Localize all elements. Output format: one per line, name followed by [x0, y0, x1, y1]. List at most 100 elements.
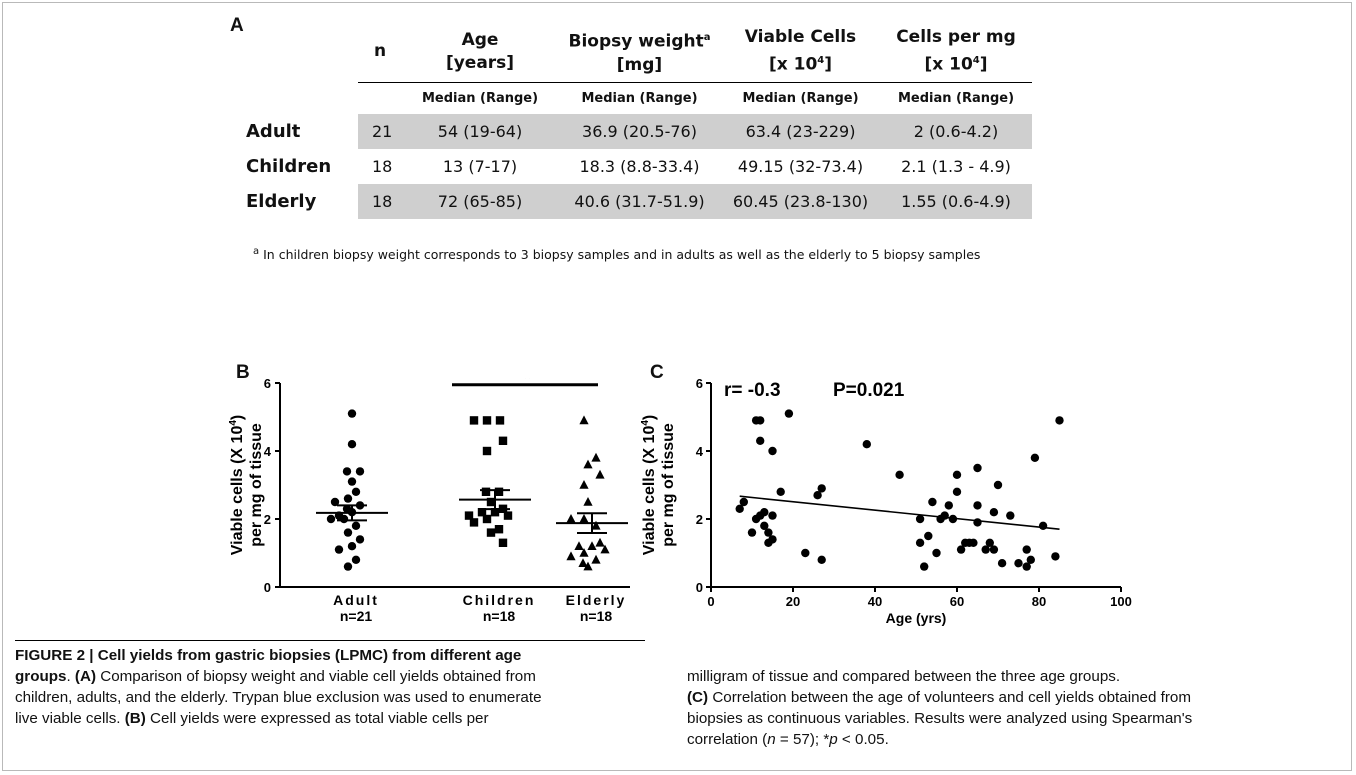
caption-line: milligram of tissue and compared between… — [687, 668, 1121, 685]
x-tick-label: 0 — [707, 594, 714, 609]
caption-line: (C) Correlation between the age of volun… — [687, 689, 1192, 706]
data-point — [351, 555, 361, 564]
caption-line: biopsies as continuous variables. Result… — [687, 710, 1193, 727]
data-point — [756, 436, 765, 445]
data-point — [973, 501, 982, 510]
data-point — [1055, 416, 1064, 425]
caption-line: live viable cells. (B) Cell yields were … — [15, 710, 489, 727]
panel-label-c: C — [650, 362, 664, 383]
data-point — [956, 545, 966, 554]
data-point — [764, 528, 773, 537]
data-point — [591, 520, 601, 530]
category-label: Adult — [333, 592, 379, 608]
category-label: Children — [463, 592, 536, 608]
table-footnote: a In children biopsy weight corresponds … — [253, 246, 981, 263]
data-point — [915, 538, 925, 547]
caption-line: FIGURE 2 | Cell yields from gastric biop… — [15, 647, 522, 664]
data-point — [469, 518, 479, 527]
data-point — [494, 487, 504, 496]
data-point — [985, 538, 994, 547]
data-point — [503, 511, 513, 520]
caption-right: milligram of tissue and compared between… — [687, 666, 1347, 750]
panel-label-b: B — [236, 362, 250, 383]
data-point — [989, 545, 999, 554]
data-point — [566, 551, 576, 561]
data-point — [928, 497, 937, 507]
y-tick-label: 6 — [696, 378, 703, 391]
data-point — [579, 480, 589, 489]
x-tick-label: 80 — [1032, 594, 1046, 609]
data-point — [1026, 555, 1035, 564]
data-point — [895, 470, 904, 479]
x-tick-label: 20 — [786, 594, 800, 609]
data-point — [343, 528, 353, 537]
y-tick-label: 2 — [264, 512, 271, 527]
y-tick-label: 2 — [696, 512, 703, 527]
header-biopsy-weight: Biopsy weighta [mg] — [568, 32, 711, 76]
data-point — [587, 541, 597, 550]
data-point — [760, 508, 769, 517]
annotation-r: r= -0.3 — [724, 380, 781, 401]
x-tick-label: 60 — [950, 594, 964, 609]
data-point — [482, 416, 492, 425]
y-tick-label: 0 — [264, 580, 271, 595]
data-point — [952, 487, 962, 496]
data-point — [477, 508, 487, 517]
data-point — [1022, 562, 1031, 571]
data-point — [579, 548, 589, 557]
x-axis-label: Age (yrs) — [886, 610, 947, 626]
data-point — [579, 415, 589, 425]
x-tick-label: 40 — [868, 594, 882, 609]
header-n: n — [373, 41, 387, 62]
y-axis-label: Viable cells (X 104)per mg of tissue — [228, 415, 265, 555]
data-point — [566, 514, 576, 523]
header-viable-cells: Viable Cells [x 104] — [744, 27, 857, 76]
data-point — [334, 545, 344, 554]
data-point — [760, 521, 769, 530]
data-point — [343, 562, 353, 571]
table-row: Adult 21 54 (19-64) 36.9 (20.5-76) 63.4 … — [238, 113, 1032, 149]
data-point — [347, 542, 357, 551]
data-point — [498, 538, 508, 547]
data-point — [768, 511, 777, 520]
table-header-row: n Age [years] Biopsy weighta [mg] Viable C… — [238, 22, 1032, 82]
y-tick-label: 4 — [264, 444, 272, 459]
data-point — [351, 521, 361, 530]
data-point — [482, 446, 492, 456]
y-tick-label: 0 — [696, 580, 703, 595]
category-n-label: n=21 — [340, 608, 373, 624]
table-row: Children 18 13 (7-17) 18.3 (8.8-33.4) 49… — [246, 155, 1011, 177]
annotation-p: P=0.021 — [833, 380, 905, 401]
data-point — [768, 535, 777, 544]
data-point — [498, 436, 508, 445]
data-point — [739, 497, 748, 507]
caption-line: groups. (A) Comparison of biopsy weight … — [15, 668, 536, 685]
data-point — [989, 508, 999, 517]
data-point — [578, 558, 588, 567]
data-point — [915, 514, 925, 524]
data-point — [481, 487, 491, 496]
category-n-label: n=18 — [483, 608, 516, 624]
data-point — [1006, 511, 1015, 520]
table-subheader-row: Median (Range) Median (Range) Median (Ra… — [238, 81, 1032, 114]
header-age: Age [years] — [445, 29, 515, 73]
data-table: n Age [years] Biopsy weighta [mg] Viable C… — [238, 22, 1032, 219]
significance-star: * — [522, 378, 534, 395]
category-n-label: n=18 — [580, 608, 613, 624]
data-point — [735, 504, 744, 513]
category-label: Elderly — [566, 592, 627, 608]
data-point — [948, 514, 958, 524]
data-point — [486, 497, 496, 507]
data-point — [973, 518, 982, 527]
data-point — [944, 501, 953, 510]
data-point — [355, 467, 365, 476]
y-axis-label: Viable cells (X 104)per mg of tissue — [640, 415, 677, 555]
data-point — [343, 494, 353, 503]
data-point — [326, 514, 336, 524]
caption-line: children, adults, and the elderly. Trypa… — [15, 689, 542, 706]
data-point — [591, 554, 601, 564]
data-point — [756, 416, 765, 425]
data-point — [339, 514, 349, 524]
